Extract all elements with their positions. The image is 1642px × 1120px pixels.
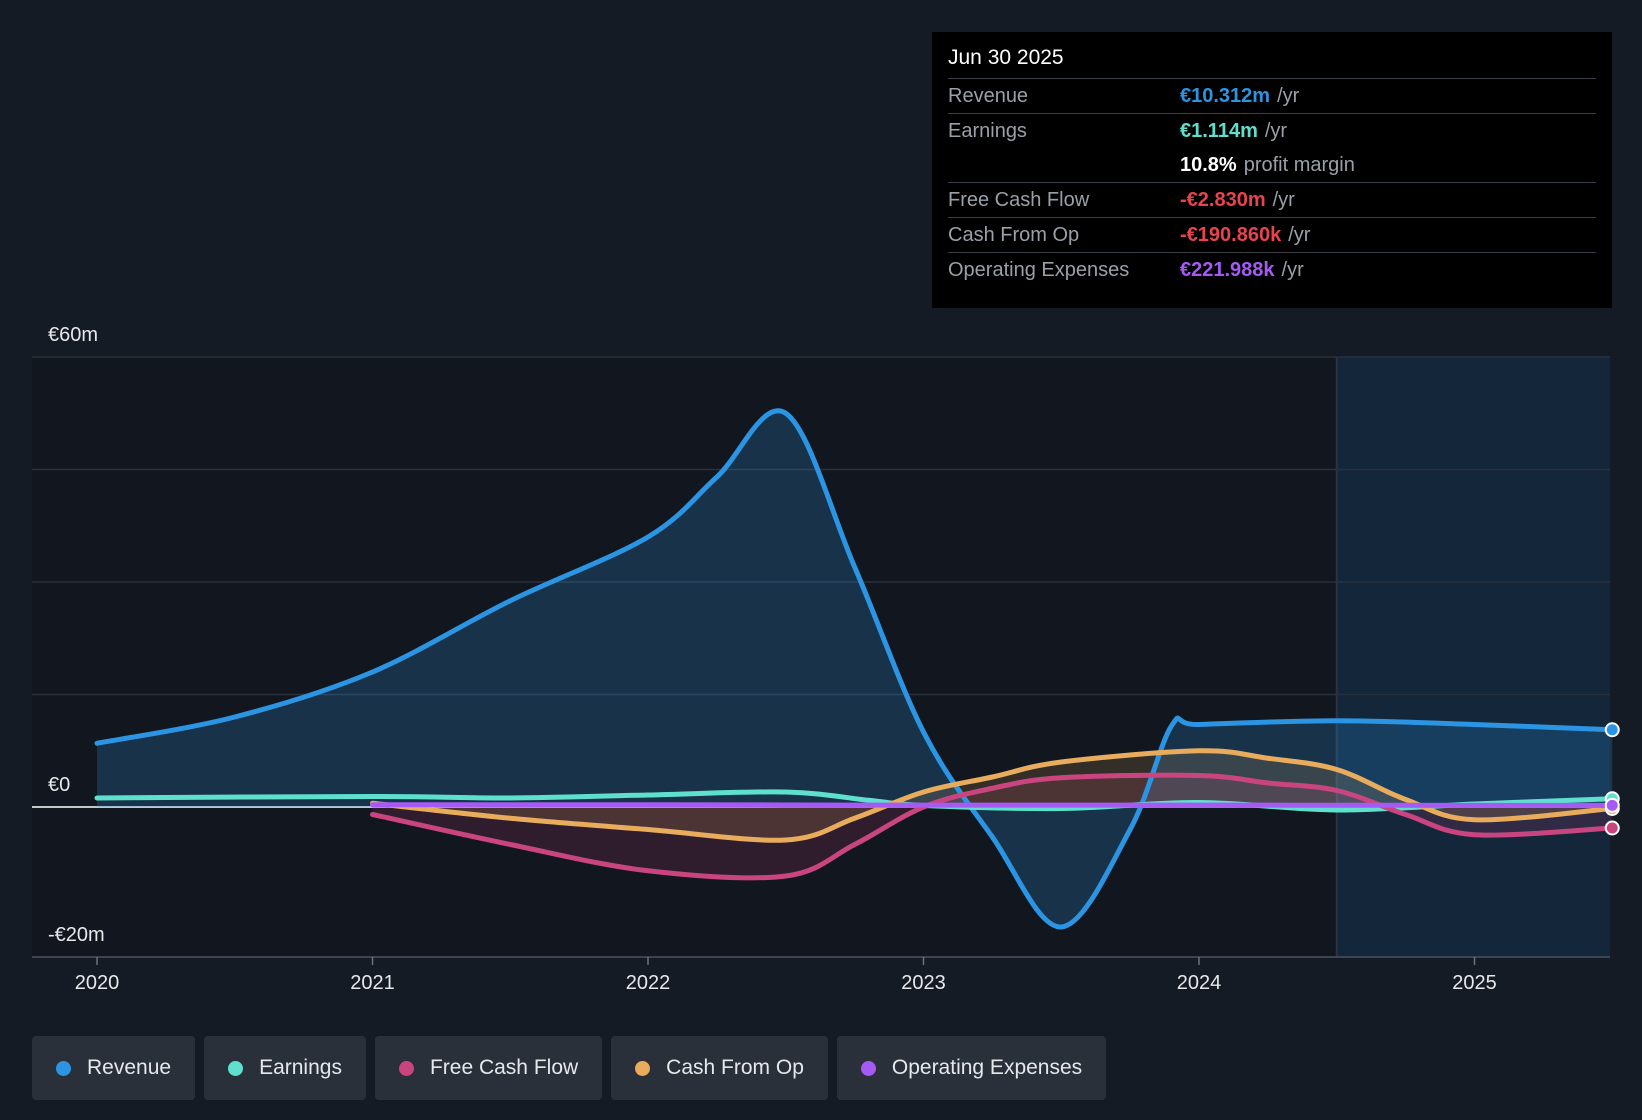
free-cash-flow-end-marker	[1604, 820, 1620, 836]
operating-expenses-end-marker	[1604, 797, 1620, 813]
tooltip-value: €221.988k	[1180, 258, 1275, 281]
legend-item-free-cash-flow[interactable]: Free Cash Flow	[374, 1036, 603, 1100]
legend: Revenue Earnings Free Cash Flow Cash From O…	[32, 1036, 1107, 1100]
operating-expenses-line	[370, 802, 1615, 808]
tooltip-unit: /yr	[1264, 119, 1288, 142]
legend-label: Revenue	[87, 1056, 172, 1079]
legend-item-earnings[interactable]: Earnings	[204, 1036, 366, 1100]
x-tick-label: 2023	[901, 972, 946, 994]
cash-from-op-area	[372, 750, 1613, 841]
legend-item-cash-from-op[interactable]: Cash From Op	[611, 1036, 828, 1100]
tooltip-unit: /yr	[1281, 258, 1304, 281]
tooltip-label: Revenue	[948, 84, 1029, 107]
legend-dot-icon	[56, 1060, 71, 1076]
y-tick-label: €60m	[48, 324, 98, 346]
tooltip-label: Free Cash Flow	[948, 188, 1090, 211]
tooltip-value: €10.312m	[1180, 84, 1271, 107]
tooltip-row: Earnings €1.114m/yr	[948, 113, 1596, 148]
legend-item-operating-expenses[interactable]: Operating Expenses	[836, 1036, 1107, 1100]
revenue-end-marker	[1604, 722, 1620, 738]
tooltip-value: 10.8%	[1180, 153, 1237, 176]
legend-dot-icon	[860, 1060, 876, 1076]
tooltip-row: Free Cash Flow -€2.830m/yr	[948, 182, 1596, 217]
legend-label: Earnings	[259, 1056, 342, 1079]
free-cash-flow-area	[372, 775, 1613, 878]
tooltip-unit: profit margin	[1243, 153, 1355, 176]
revenue-line	[94, 408, 1615, 930]
tooltip-unit: /yr	[1272, 188, 1295, 211]
cash-from-op-line	[370, 748, 1615, 843]
tooltip-label: Operating Expenses	[948, 258, 1130, 281]
tooltip-row: 10.8% profit margin	[948, 148, 1596, 182]
tooltip-row: Cash From Op -€190.860k/yr	[948, 217, 1596, 252]
tooltip-label: Cash From Op	[948, 223, 1080, 246]
tooltip-unit: /yr	[1277, 84, 1300, 107]
tooltip-label: Earnings	[948, 119, 1027, 142]
tooltip-row: Operating Expenses €221.988k/yr	[948, 252, 1596, 287]
tooltip-value: €1.114m	[1180, 119, 1258, 142]
free-cash-flow-line	[370, 772, 1615, 881]
legend-item-revenue[interactable]: Revenue	[32, 1036, 196, 1100]
legend-label: Cash From Op	[666, 1056, 804, 1079]
forecast-region	[1336, 357, 1610, 957]
legend-dot-icon	[228, 1060, 244, 1076]
x-tick-label: 2025	[1452, 972, 1497, 994]
legend-dot-icon	[635, 1060, 651, 1076]
x-tick-label: 2020	[75, 972, 120, 994]
legend-label: Operating Expenses	[891, 1056, 1083, 1079]
legend-label: Free Cash Flow	[429, 1056, 579, 1079]
earnings-line	[94, 789, 1615, 813]
y-tick-label: -€20m	[48, 924, 105, 946]
tooltip-unit: /yr	[1288, 223, 1311, 246]
x-tick-label: 2024	[1177, 972, 1222, 994]
tooltip-row: Revenue €10.312m/yr	[948, 78, 1596, 113]
tooltip-value: -€2.830m	[1180, 188, 1266, 211]
legend-dot-icon	[398, 1060, 414, 1076]
x-tick-label: 2021	[350, 972, 395, 994]
tooltip-panel: Jun 30 2025 Revenue €10.312m/yr Earnings €1…	[932, 32, 1612, 308]
tooltip-date: Jun 30 2025	[948, 46, 1064, 69]
tooltip-value: -€190.860k	[1180, 223, 1282, 246]
y-tick-label: €0	[48, 774, 70, 796]
x-tick-label: 2022	[626, 972, 671, 994]
